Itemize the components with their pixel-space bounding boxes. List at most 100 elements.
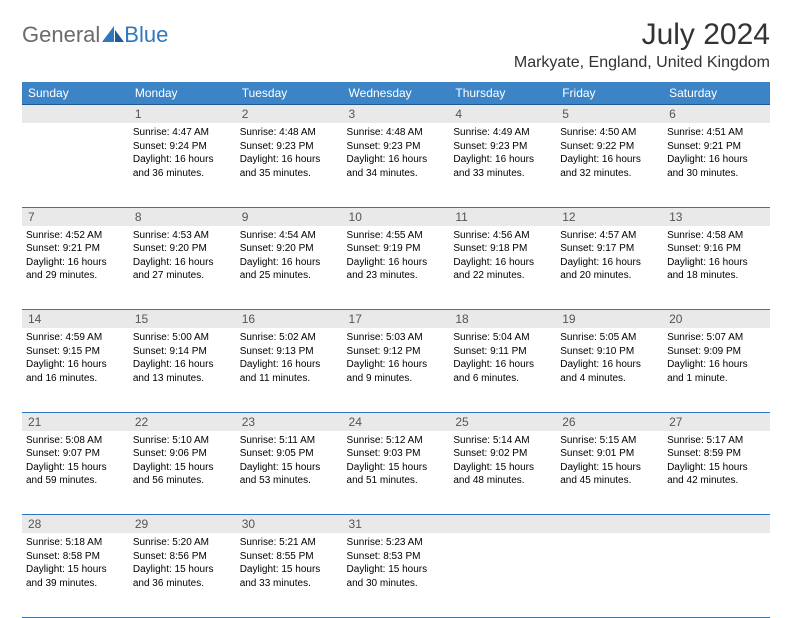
day-sunrise: Sunrise: 5:03 AM bbox=[347, 331, 446, 345]
day-number-cell: 21 bbox=[22, 412, 129, 431]
day-sunrise: Sunrise: 4:50 AM bbox=[560, 126, 659, 140]
day-cell: Sunrise: 5:21 AMSunset: 8:55 PMDaylight:… bbox=[236, 533, 343, 617]
day-sunrise: Sunrise: 4:52 AM bbox=[26, 229, 125, 243]
day-sunrise: Sunrise: 5:05 AM bbox=[560, 331, 659, 345]
day-sunrise: Sunrise: 4:59 AM bbox=[26, 331, 125, 345]
day-daylight1: Daylight: 15 hours bbox=[667, 461, 766, 475]
day-sunrise: Sunrise: 5:20 AM bbox=[133, 536, 232, 550]
day-cell: Sunrise: 5:10 AMSunset: 9:06 PMDaylight:… bbox=[129, 431, 236, 515]
day-number-cell: 29 bbox=[129, 515, 236, 534]
month-title: July 2024 bbox=[514, 18, 770, 52]
day-daylight2: and 36 minutes. bbox=[133, 167, 232, 181]
day-sunrise: Sunrise: 5:12 AM bbox=[347, 434, 446, 448]
day-daylight2: and 23 minutes. bbox=[347, 269, 446, 283]
day-number-cell: 9 bbox=[236, 207, 343, 226]
day-sunrise: Sunrise: 5:10 AM bbox=[133, 434, 232, 448]
day-number-cell: 25 bbox=[449, 412, 556, 431]
day-daylight1: Daylight: 16 hours bbox=[560, 153, 659, 167]
day-sunrise: Sunrise: 5:21 AM bbox=[240, 536, 339, 550]
day-number-cell: 15 bbox=[129, 310, 236, 329]
logo-text-blue: Blue bbox=[124, 22, 168, 48]
day-number-cell: 2 bbox=[236, 105, 343, 124]
day-sunset: Sunset: 9:12 PM bbox=[347, 345, 446, 359]
day-sunset: Sunset: 9:19 PM bbox=[347, 242, 446, 256]
day-daylight2: and 59 minutes. bbox=[26, 474, 125, 488]
day-daylight1: Daylight: 16 hours bbox=[453, 153, 552, 167]
weekday-header-row: SundayMondayTuesdayWednesdayThursdayFrid… bbox=[22, 82, 770, 105]
day-daylight2: and 6 minutes. bbox=[453, 372, 552, 386]
day-cell bbox=[22, 123, 129, 207]
day-cell: Sunrise: 4:55 AMSunset: 9:19 PMDaylight:… bbox=[343, 226, 450, 310]
day-daylight1: Daylight: 16 hours bbox=[560, 358, 659, 372]
day-sunset: Sunset: 9:23 PM bbox=[240, 140, 339, 154]
day-daylight1: Daylight: 16 hours bbox=[26, 358, 125, 372]
day-cell: Sunrise: 5:00 AMSunset: 9:14 PMDaylight:… bbox=[129, 328, 236, 412]
day-sunset: Sunset: 9:18 PM bbox=[453, 242, 552, 256]
day-daylight1: Daylight: 16 hours bbox=[347, 153, 446, 167]
day-daylight2: and 34 minutes. bbox=[347, 167, 446, 181]
day-sunrise: Sunrise: 5:02 AM bbox=[240, 331, 339, 345]
day-cell: Sunrise: 5:17 AMSunset: 8:59 PMDaylight:… bbox=[663, 431, 770, 515]
day-sunset: Sunset: 9:21 PM bbox=[26, 242, 125, 256]
day-number-cell: 22 bbox=[129, 412, 236, 431]
day-daylight1: Daylight: 16 hours bbox=[560, 256, 659, 270]
day-daylight2: and 11 minutes. bbox=[240, 372, 339, 386]
day-sunrise: Sunrise: 5:18 AM bbox=[26, 536, 125, 550]
day-cell: Sunrise: 4:50 AMSunset: 9:22 PMDaylight:… bbox=[556, 123, 663, 207]
day-number-cell: 23 bbox=[236, 412, 343, 431]
day-number-cell bbox=[22, 105, 129, 124]
day-cell: Sunrise: 4:56 AMSunset: 9:18 PMDaylight:… bbox=[449, 226, 556, 310]
day-number-row: 28293031 bbox=[22, 515, 770, 534]
day-cell: Sunrise: 4:48 AMSunset: 9:23 PMDaylight:… bbox=[343, 123, 450, 207]
weekday-header-cell: Wednesday bbox=[343, 82, 450, 105]
day-daylight2: and 9 minutes. bbox=[347, 372, 446, 386]
day-number-cell: 5 bbox=[556, 105, 663, 124]
day-daylight1: Daylight: 16 hours bbox=[347, 256, 446, 270]
day-daylight2: and 1 minute. bbox=[667, 372, 766, 386]
day-daylight1: Daylight: 15 hours bbox=[347, 461, 446, 475]
day-sunrise: Sunrise: 4:49 AM bbox=[453, 126, 552, 140]
day-cell bbox=[556, 533, 663, 617]
day-number-cell: 16 bbox=[236, 310, 343, 329]
day-sunrise: Sunrise: 4:51 AM bbox=[667, 126, 766, 140]
day-sunset: Sunset: 8:56 PM bbox=[133, 550, 232, 564]
day-sunset: Sunset: 9:01 PM bbox=[560, 447, 659, 461]
day-number-row: 14151617181920 bbox=[22, 310, 770, 329]
week-content-row: Sunrise: 4:52 AMSunset: 9:21 PM Daylight:… bbox=[22, 226, 770, 310]
day-number-cell: 6 bbox=[663, 105, 770, 124]
day-cell: Sunrise: 5:14 AMSunset: 9:02 PMDaylight:… bbox=[449, 431, 556, 515]
day-cell: Sunrise: 5:18 AMSunset: 8:58 PMDaylight:… bbox=[22, 533, 129, 617]
day-daylight1: Daylight: 15 hours bbox=[347, 563, 446, 577]
day-cell: Sunrise: 5:12 AMSunset: 9:03 PMDaylight:… bbox=[343, 431, 450, 515]
day-daylight2: and 42 minutes. bbox=[667, 474, 766, 488]
day-daylight2: and 30 minutes. bbox=[347, 577, 446, 591]
week-content-row: Sunrise: 4:47 AMSunset: 9:24 PMDaylight:… bbox=[22, 123, 770, 207]
day-daylight1: Daylight: 16 hours bbox=[133, 153, 232, 167]
day-cell: Sunrise: 5:04 AMSunset: 9:11 PMDaylight:… bbox=[449, 328, 556, 412]
day-daylight2: and 16 minutes. bbox=[26, 372, 125, 386]
day-cell: Sunrise: 4:51 AMSunset: 9:21 PMDaylight:… bbox=[663, 123, 770, 207]
day-cell: Sunrise: 5:05 AMSunset: 9:10 PMDaylight:… bbox=[556, 328, 663, 412]
day-sunset: Sunset: 9:03 PM bbox=[347, 447, 446, 461]
day-sunset: Sunset: 9:23 PM bbox=[347, 140, 446, 154]
day-cell: Sunrise: 5:07 AMSunset: 9:09 PMDaylight:… bbox=[663, 328, 770, 412]
day-daylight2: and 22 minutes. bbox=[453, 269, 552, 283]
day-sunrise: Sunrise: 4:57 AM bbox=[560, 229, 659, 243]
week-content-row: Sunrise: 5:18 AMSunset: 8:58 PMDaylight:… bbox=[22, 533, 770, 617]
day-number-cell: 14 bbox=[22, 310, 129, 329]
day-number-cell: 7 bbox=[22, 207, 129, 226]
day-number-cell: 4 bbox=[449, 105, 556, 124]
day-number-cell: 28 bbox=[22, 515, 129, 534]
day-number-row: 78910111213 bbox=[22, 207, 770, 226]
day-number-cell: 12 bbox=[556, 207, 663, 226]
day-sunset: Sunset: 9:13 PM bbox=[240, 345, 339, 359]
day-daylight1: Daylight: 16 hours bbox=[667, 256, 766, 270]
day-daylight1: Daylight: 16 hours bbox=[240, 256, 339, 270]
day-daylight1: Daylight: 15 hours bbox=[560, 461, 659, 475]
day-cell: Sunrise: 5:03 AMSunset: 9:12 PMDaylight:… bbox=[343, 328, 450, 412]
logo-sail-icon bbox=[102, 26, 124, 44]
day-number-cell: 20 bbox=[663, 310, 770, 329]
day-sunrise: Sunrise: 5:00 AM bbox=[133, 331, 232, 345]
day-daylight1: Daylight: 15 hours bbox=[240, 563, 339, 577]
day-daylight2: and 27 minutes. bbox=[133, 269, 232, 283]
